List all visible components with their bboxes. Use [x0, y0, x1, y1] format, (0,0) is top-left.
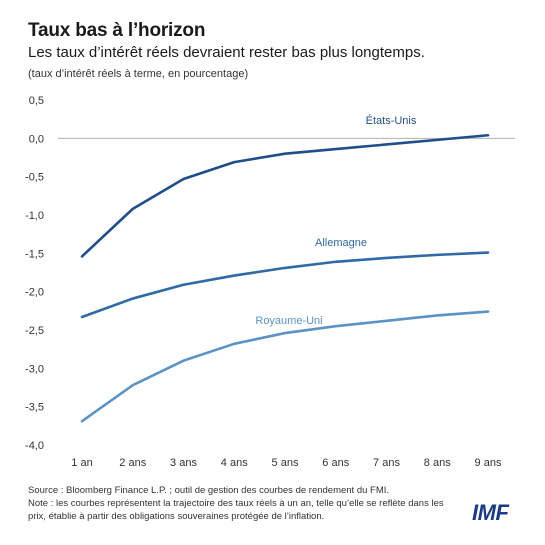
y-tick-label: -1,0 [25, 210, 44, 222]
series-label: Allemagne [315, 237, 367, 249]
x-tick-label: 6 ans [322, 457, 349, 469]
y-tick-label: -2,0 [25, 287, 44, 299]
chart-title: Taux bas à l’horizon [28, 20, 206, 41]
series-line-2 [80, 251, 490, 319]
y-tick-label: -4,0 [25, 440, 44, 452]
source-note: Source : Bloomberg Finance L.P. ; outil … [28, 485, 390, 496]
series-label: États-Unis [366, 114, 417, 127]
y-tick-label: 0,5 [29, 95, 44, 107]
x-tick-label: 4 ans [221, 457, 248, 469]
x-tick-label: 1 an [71, 457, 92, 469]
chart-subtitle: Les taux d’intérêt réels devraient reste… [28, 44, 425, 61]
y-tick-label: -2,5 [25, 325, 44, 337]
series-line-1 [80, 133, 490, 258]
x-tick-label: 8 ans [424, 457, 451, 469]
x-tick-label: 3 ans [170, 457, 197, 469]
note-text: Note : les courbes représentent la traje… [28, 498, 444, 522]
series-label: Royaume-Uni [255, 315, 322, 327]
series-line-3 [80, 310, 490, 423]
y-tick-label: -3,0 [25, 363, 44, 375]
y-tick-label: 0,0 [29, 133, 44, 145]
y-tick-label: -3,5 [25, 402, 44, 414]
x-tick-label: 5 ans [272, 457, 299, 469]
chart-units: (taux d’intérêt réels à terme, en pource… [28, 68, 249, 80]
x-tick-label: 9 ans [475, 457, 502, 469]
y-tick-label: -1,5 [25, 248, 44, 260]
y-tick-label: -0,5 [25, 172, 44, 184]
chart-footer: Source : Bloomberg Finance L.P. ; outil … [28, 484, 448, 523]
x-tick-label: 2 ans [119, 457, 146, 469]
imf-logo: IMF [472, 500, 509, 525]
x-tick-label: 7 ans [373, 457, 400, 469]
